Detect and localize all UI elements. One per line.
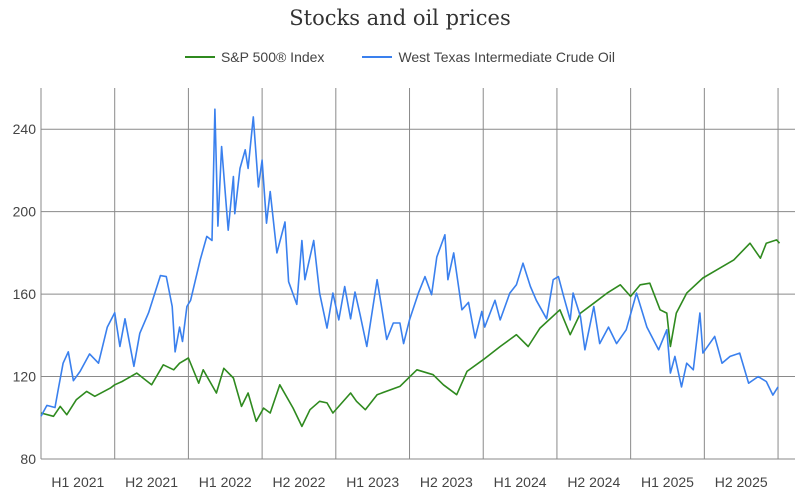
x-tick-label: H1 2021 — [51, 474, 104, 490]
y-tick-label: 200 — [13, 204, 37, 220]
x-tick-label: H2 2023 — [420, 474, 473, 490]
chart-title: Stocks and oil prices — [289, 6, 511, 30]
legend-swatch-wti — [362, 56, 393, 58]
series-line-sp500 — [40, 239, 781, 428]
legend-item-sp500: S&P 500® Index — [184, 49, 325, 65]
y-tick-label: 120 — [13, 369, 37, 385]
series-line-wti — [40, 108, 779, 417]
y-tick-label: 160 — [13, 286, 37, 302]
x-tick-label: H2 2025 — [715, 474, 768, 490]
legend-swatch-sp500 — [184, 56, 215, 58]
x-tick-label: H1 2022 — [199, 474, 252, 490]
y-tick-label: 240 — [13, 121, 37, 137]
legend: S&P 500® Index West Texas Intermediate C… — [0, 49, 800, 65]
x-tick-label: H1 2024 — [494, 474, 547, 490]
x-tick-label: H2 2021 — [125, 474, 178, 490]
x-tick-label: H1 2025 — [641, 474, 694, 490]
legend-item-wti: West Texas Intermediate Crude Oil — [362, 49, 615, 65]
x-tick-label: H2 2022 — [272, 474, 325, 490]
legend-label-wti: West Texas Intermediate Crude Oil — [398, 49, 616, 65]
x-tick-label: H1 2023 — [346, 474, 399, 490]
x-tick-label: H2 2024 — [567, 474, 620, 490]
legend-label-sp500: S&P 500® Index — [220, 49, 325, 65]
y-tick-label: 80 — [20, 451, 36, 467]
